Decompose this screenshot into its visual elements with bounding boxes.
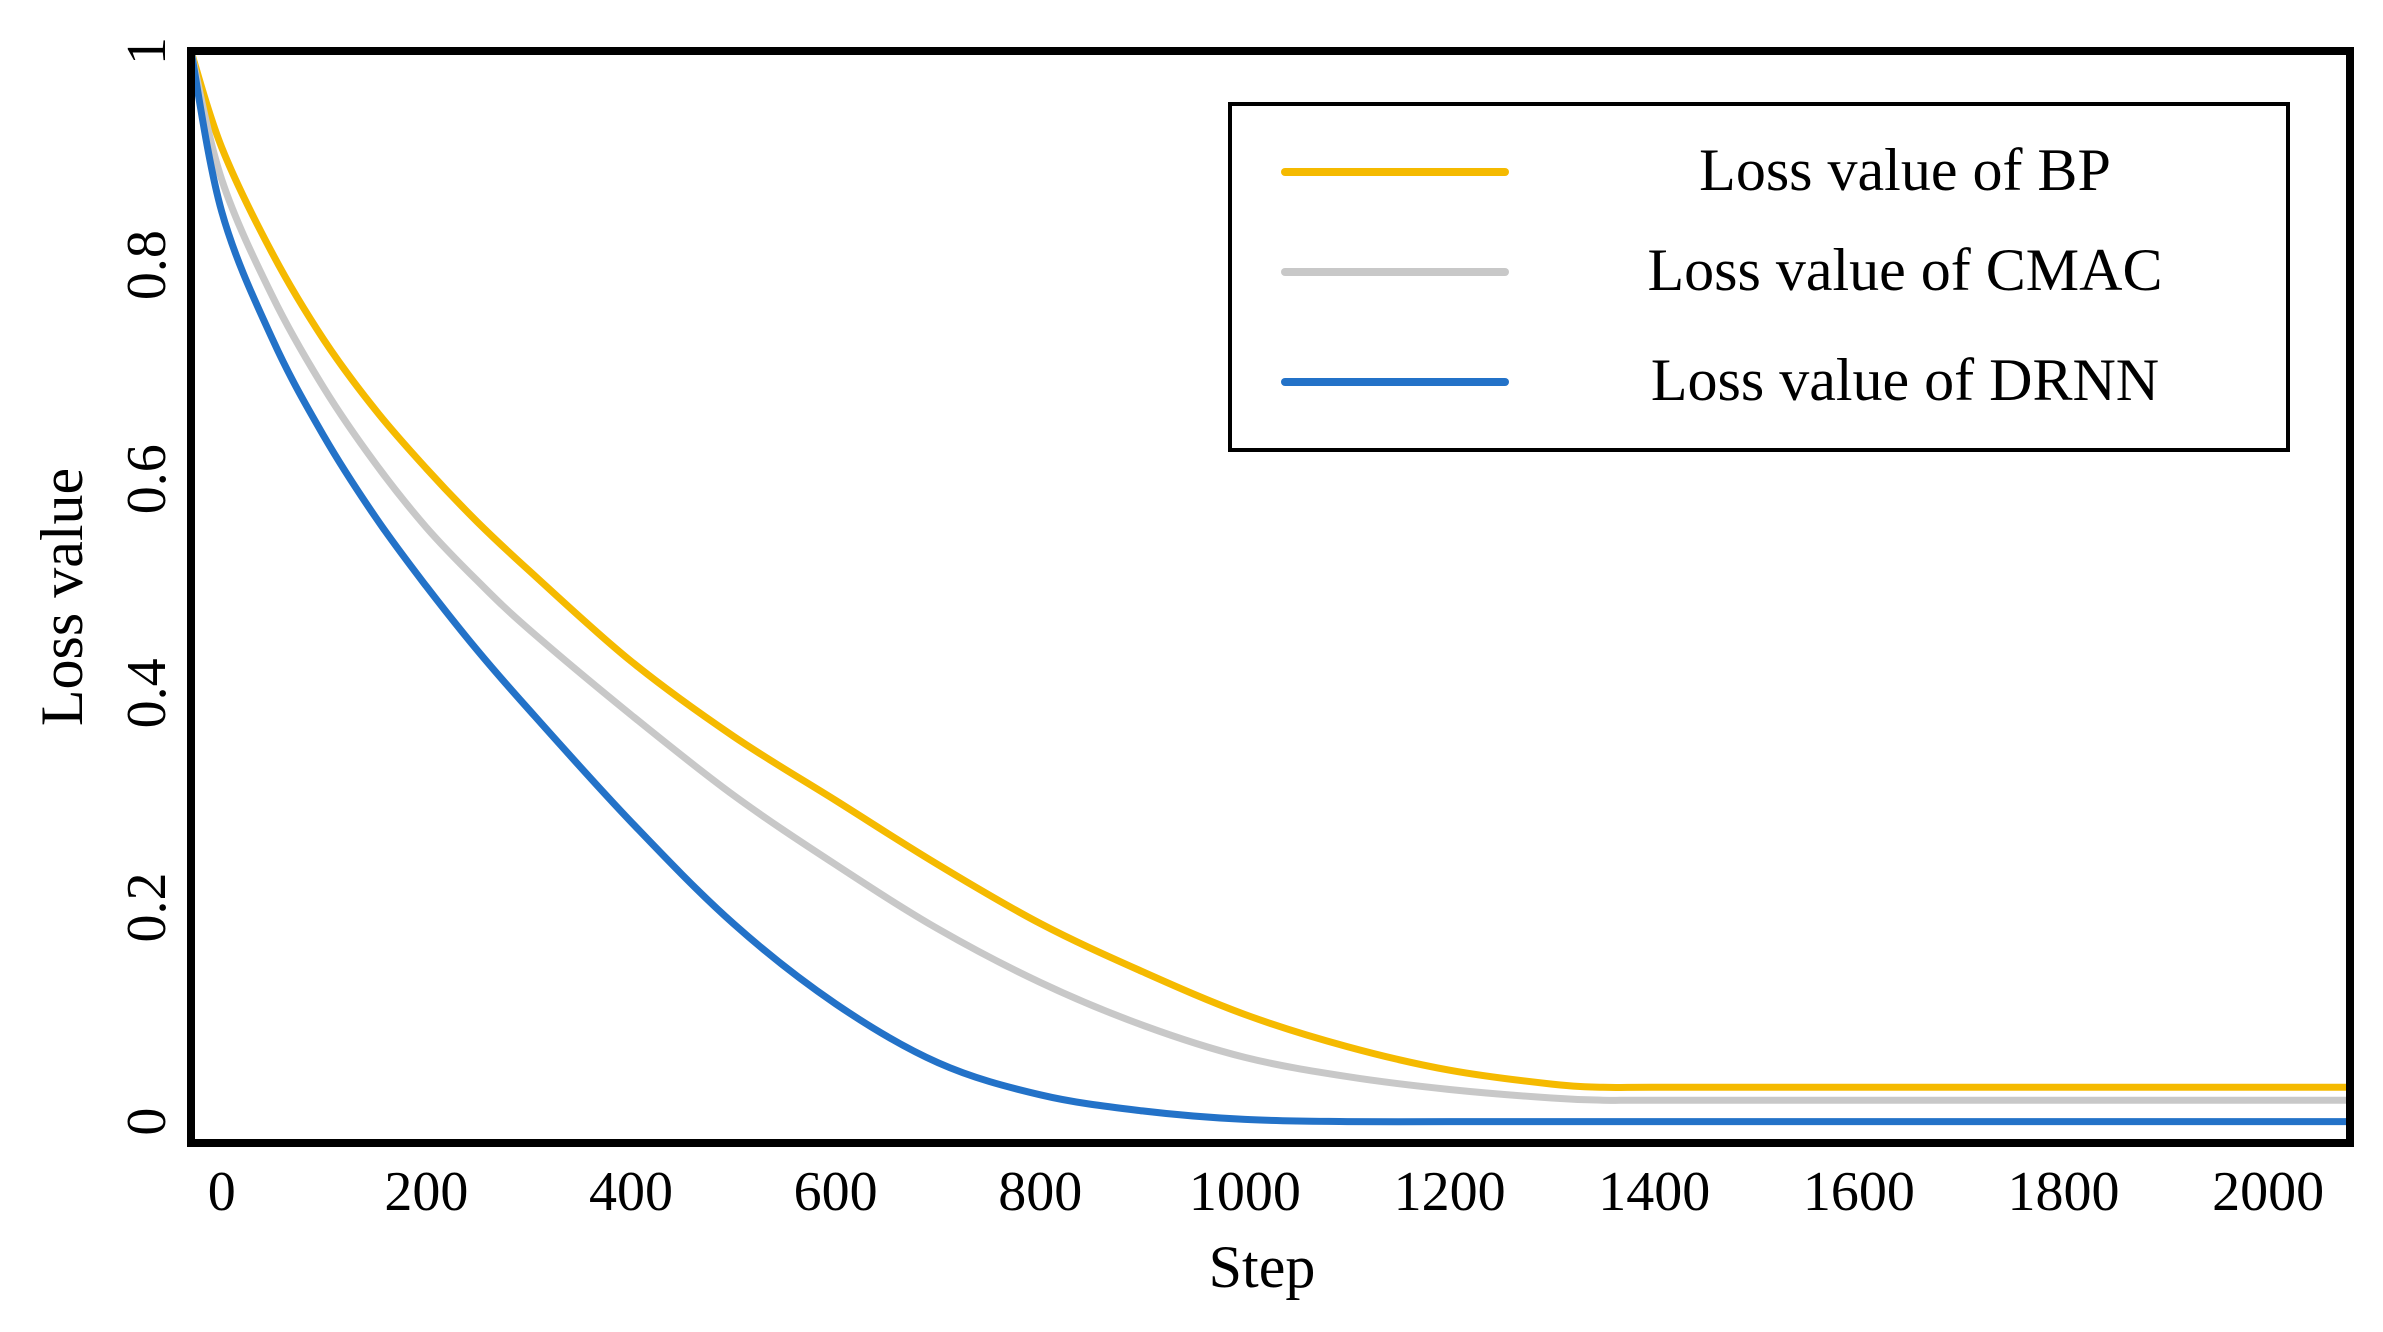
x-tick-label: 1800 — [2007, 1161, 2119, 1223]
x-tick-label: 1000 — [1189, 1161, 1301, 1223]
legend-label-cmac: Loss value of CMAC — [1648, 237, 2163, 303]
y-tick-label: 1 — [116, 37, 178, 65]
x-tick-label: 400 — [589, 1161, 673, 1223]
series-layer — [187, 47, 2354, 1126]
series-line-loss-value-of-drnn — [187, 47, 2354, 1126]
y-axis-label: Loss value — [29, 468, 95, 726]
series-line-loss-value-of-bp — [187, 47, 2354, 1092]
x-axis-label: Step — [1209, 1234, 1316, 1300]
x-tick-label: 600 — [794, 1161, 878, 1223]
legend-label-drnn: Loss value of DRNN — [1651, 347, 2159, 413]
x-tick-label: 800 — [998, 1161, 1082, 1223]
y-axis-ticks: 0 0.2 0.4 0.6 0.8 1 — [116, 37, 178, 1136]
x-tick-label: 2000 — [2212, 1161, 2324, 1223]
legend: Loss value of BP Loss value of CMAC Loss… — [1228, 102, 2290, 452]
y-tick-label: 0.2 — [116, 873, 178, 943]
y-tick-label: 0.4 — [116, 658, 178, 728]
x-axis-ticks: 0 200 400 600 800 1000 1200 1400 1600 1800 2000 — [208, 1161, 2324, 1223]
x-tick-label: 1600 — [1803, 1161, 1915, 1223]
series-line-loss-value-of-cmac — [187, 47, 2354, 1104]
x-tick-label: 200 — [384, 1161, 468, 1223]
x-tick-label: 0 — [208, 1161, 236, 1223]
y-tick-label: 0.8 — [116, 230, 178, 300]
y-tick-label: 0.6 — [116, 444, 178, 514]
legend-label-bp: Loss value of BP — [1699, 137, 2111, 203]
y-tick-label: 0 — [116, 1108, 178, 1136]
legend-box — [1228, 102, 2290, 452]
plot-frame — [187, 47, 2354, 1147]
x-tick-label: 1400 — [1598, 1161, 1710, 1223]
x-tick-label: 1200 — [1394, 1161, 1506, 1223]
